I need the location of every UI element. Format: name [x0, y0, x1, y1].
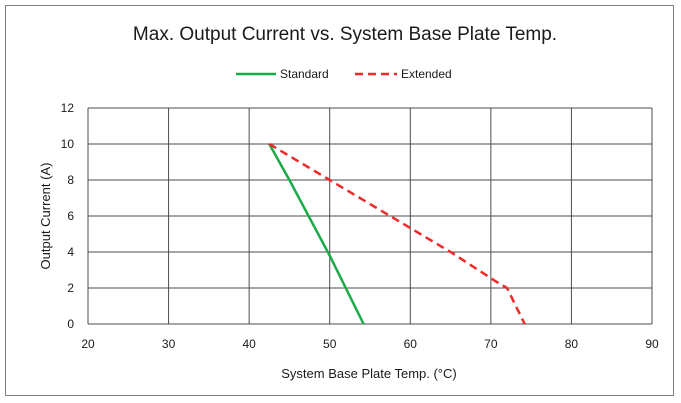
- x-tick-label: 30: [162, 337, 176, 351]
- chart-frame: [5, 5, 674, 396]
- legend-label-standard: Standard: [280, 67, 329, 81]
- y-tick-label: 12: [61, 101, 75, 115]
- y-tick-label: 4: [67, 245, 74, 259]
- y-tick-label: 0: [67, 317, 74, 331]
- y-tick-label: 10: [61, 137, 75, 151]
- x-tick-label: 20: [81, 337, 95, 351]
- y-tick-label: 2: [67, 281, 74, 295]
- x-tick-label: 80: [565, 337, 579, 351]
- series-layer: [268, 142, 526, 325]
- x-axis-label: System Base Plate Temp. (°C): [281, 366, 456, 381]
- y-tick-label: 6: [67, 209, 74, 223]
- chart-title: Max. Output Current vs. System Base Plat…: [133, 24, 557, 45]
- x-tick-labels: 20 30 40 50 60 70 80 90: [81, 337, 659, 351]
- grid: [87, 107, 653, 325]
- y-axis-label: Output Current (A): [38, 163, 53, 270]
- x-tick-label: 90: [645, 337, 659, 351]
- x-tick-label: 40: [242, 337, 256, 351]
- x-tick-label: 60: [404, 337, 418, 351]
- y-tick-label: 8: [67, 173, 74, 187]
- y-tick-labels: 0 2 4 6 8 10 12: [61, 101, 75, 331]
- series-line-standard: [268, 143, 365, 325]
- x-tick-label: 50: [323, 337, 337, 351]
- x-tick-label: 70: [484, 337, 498, 351]
- series-line-extended: [268, 142, 526, 325]
- legend-label-extended: Extended: [401, 67, 452, 81]
- legend: Standard Extended: [236, 67, 452, 81]
